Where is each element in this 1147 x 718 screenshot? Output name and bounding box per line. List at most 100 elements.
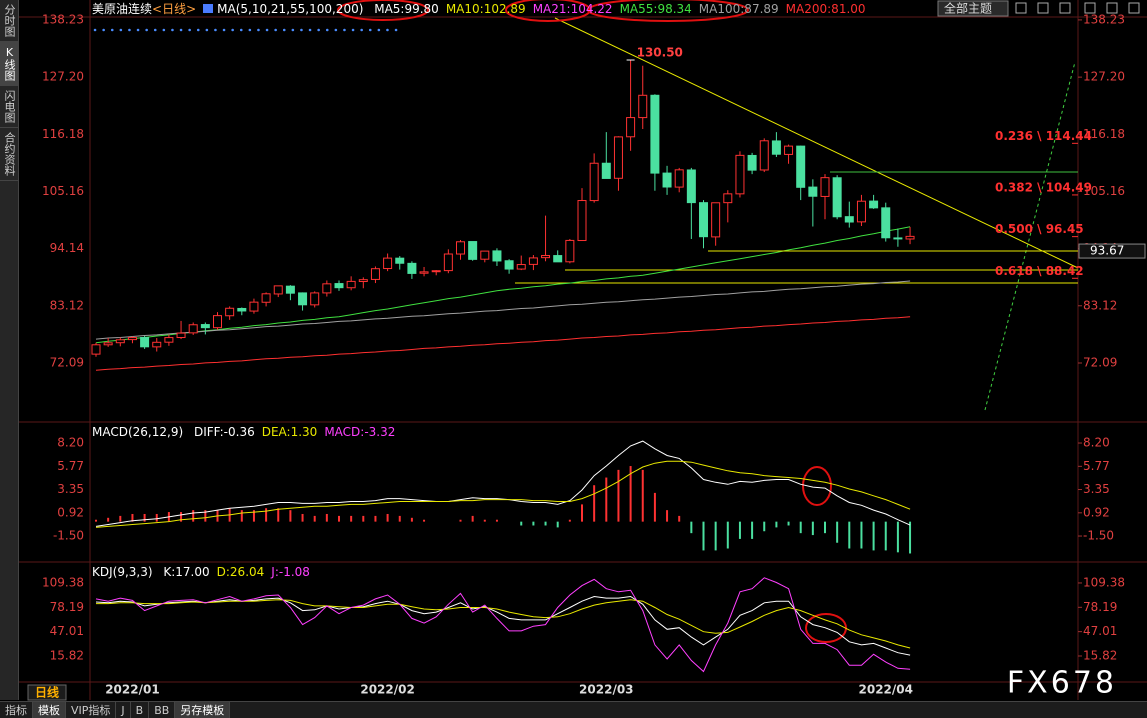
level-label: 0.236 \ 114.44	[995, 129, 1092, 143]
candle-body	[176, 332, 186, 339]
candle-body	[674, 169, 684, 188]
candle-body	[468, 241, 478, 260]
y-tick-label: 72.09	[50, 355, 84, 369]
bottom-tab[interactable]: B	[131, 702, 150, 718]
candle-body	[699, 202, 708, 238]
y-tick-label-right: 109.38	[1083, 575, 1125, 589]
legend-entry: D:26.04	[216, 565, 265, 579]
candle-body	[553, 255, 563, 263]
candle-body	[528, 257, 538, 265]
toolbar-icons	[1015, 2, 1140, 14]
candle-body	[735, 154, 745, 195]
candle-body	[407, 262, 417, 274]
high-label: 130.50	[637, 46, 683, 60]
bottom-tab[interactable]: J	[116, 702, 131, 718]
candle-body	[771, 140, 781, 155]
period-tab[interactable]	[27, 684, 67, 701]
indicator-line	[95, 280, 911, 340]
legend-entry: MA21:104.22	[532, 2, 613, 16]
y-tick-label-right: 83.12	[1083, 298, 1117, 312]
annotations	[337, 0, 847, 643]
y-tick-label-right: 127.20	[1083, 70, 1125, 84]
side-tab[interactable]: 合约资料	[0, 128, 18, 181]
y-tick-label: 83.12	[50, 298, 84, 312]
indicator-line	[95, 577, 911, 673]
candle-body	[869, 200, 879, 209]
candle-body	[346, 280, 356, 289]
candle-body	[358, 279, 368, 283]
candle-body	[893, 237, 903, 240]
candle-body	[419, 271, 429, 274]
candle-body	[711, 202, 721, 238]
y-tick-label: 105.16	[42, 184, 84, 198]
candle-body	[249, 301, 259, 312]
y-tick-label: 109.38	[42, 575, 84, 589]
y-tick-label: 94.14	[50, 241, 84, 255]
legend-entry: MA10:102.89	[445, 2, 526, 16]
candle-body	[443, 253, 453, 272]
side-tab[interactable]: K线图	[0, 42, 18, 86]
legend-entry: J:-1.08	[271, 565, 310, 579]
y-tick-label-right: 138.23	[1083, 12, 1125, 26]
kdj-title: KDJ(9,3,3)	[92, 565, 153, 579]
period: <日线>	[152, 2, 197, 16]
price-legend: 美原油连续<日线> MA(5,10,21,55,100,200) MA5:99.8…	[92, 2, 873, 16]
theme-button-label[interactable]: 全部主题	[944, 1, 992, 16]
bottom-tab[interactable]: 另存模板	[175, 702, 231, 718]
y-tick-label: -1.50	[53, 529, 84, 543]
watermark: FX678	[1007, 666, 1117, 701]
indicator-line	[95, 460, 911, 528]
candle-body	[747, 154, 757, 171]
bottom-tab[interactable]: VIP指标	[66, 702, 117, 718]
y-tick-label: 127.20	[42, 70, 84, 84]
x-tick-label: 2022/03	[579, 683, 633, 697]
candle-body	[686, 169, 696, 204]
candle-body	[103, 342, 113, 346]
y-tick-label: 15.82	[50, 648, 84, 662]
level-label: 0.382 \ 104.49	[995, 180, 1092, 194]
candle-body	[480, 250, 490, 260]
level-label: 0.500 \ 96.45	[995, 222, 1084, 236]
y-tick-label-right: 8.20	[1083, 436, 1110, 450]
legend-entry: MA100:87.89	[698, 2, 779, 16]
candle-body	[832, 177, 842, 218]
y-tick-label-right: 15.82	[1083, 648, 1117, 662]
candle-body	[273, 285, 283, 295]
last-price-box	[1078, 243, 1146, 259]
bottom-tab[interactable]: BB	[149, 702, 176, 718]
y-tick-label: 5.77	[57, 459, 84, 473]
legend-entry: MA5:99.80	[374, 2, 439, 16]
period-tab-label[interactable]: 日线	[35, 685, 59, 700]
y-tick-label: 78.19	[50, 600, 84, 614]
y-tick-label-right: 116.18	[1083, 127, 1125, 141]
candle-body	[261, 293, 271, 303]
candle-body	[844, 216, 854, 223]
side-tab[interactable]: 闪电图	[0, 86, 18, 128]
candle-body	[638, 94, 648, 119]
candle-body	[650, 94, 660, 174]
candle-body	[370, 268, 380, 280]
candle-body	[225, 307, 235, 317]
ma-label: MA(5,10,21,55,100,200)	[217, 2, 364, 16]
bottom-tab[interactable]: 指标	[0, 702, 33, 718]
candle-body	[881, 207, 891, 239]
candle-body	[395, 257, 405, 264]
x-tick-label: 2022/02	[360, 683, 414, 697]
candle-body	[115, 339, 125, 344]
y-tick-label-right: 0.92	[1083, 505, 1110, 519]
theme-button[interactable]	[937, 0, 1009, 17]
candle-body	[759, 140, 769, 171]
legend-entry: K:17.00	[163, 565, 210, 579]
y-tick-label-right: 47.01	[1083, 624, 1117, 638]
candle-body	[856, 200, 866, 223]
side-tab[interactable]: 分时图	[0, 0, 18, 42]
macd-legend: MACD(26,12,9) DIFF:-0.36 DEA:1.30 MACD:-3.…	[92, 425, 402, 439]
bottom-tab[interactable]: 模板	[33, 702, 66, 718]
candle-body	[626, 117, 636, 138]
indicator-line	[95, 226, 911, 344]
y-tick-label-right: 72.09	[1083, 355, 1117, 369]
candle-body	[492, 250, 502, 262]
legend-entry: MA200:81.00	[785, 2, 866, 16]
